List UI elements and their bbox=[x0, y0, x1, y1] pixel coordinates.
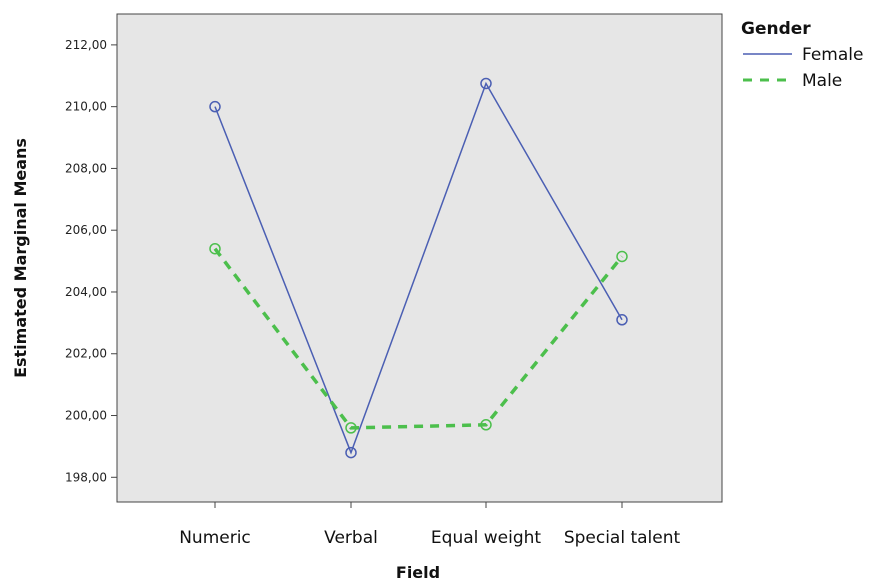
y-tick-label: 206,00 bbox=[65, 223, 107, 237]
y-tick-label: 208,00 bbox=[65, 161, 107, 175]
point-male bbox=[209, 242, 221, 255]
y-tick-label: 202,00 bbox=[65, 347, 107, 361]
x-tick-label: Numeric bbox=[179, 528, 251, 548]
series-line-female bbox=[214, 81, 623, 455]
series-line-male bbox=[213, 247, 624, 430]
y-tick-label: 204,00 bbox=[65, 285, 107, 299]
y-axis-title: Estimated Marginal Means bbox=[11, 138, 30, 378]
point-female bbox=[480, 77, 492, 90]
plot-area bbox=[116, 13, 723, 503]
point-male bbox=[480, 419, 492, 431]
x-tick-label: Special talent bbox=[564, 528, 681, 548]
legend-label-female: Female bbox=[802, 45, 863, 65]
point-male bbox=[345, 422, 357, 434]
y-tick-label: 200,00 bbox=[65, 409, 107, 423]
series-layer bbox=[209, 77, 628, 459]
x-axis-title: Field bbox=[396, 563, 440, 582]
y-tick-label: 210,00 bbox=[65, 100, 107, 114]
legend-title: Gender bbox=[741, 19, 811, 39]
legend-label-male: Male bbox=[802, 71, 842, 91]
point-female bbox=[209, 100, 221, 113]
y-axis: 198,00 200,00 202,00 204,00 206,00 208,00 210,… bbox=[65, 38, 117, 484]
y-tick-label: 212,00 bbox=[65, 38, 107, 52]
point-female bbox=[616, 314, 628, 326]
legend: Gender Female Male bbox=[741, 19, 863, 91]
x-axis: Numeric Verbal Equal weight Special talent bbox=[179, 502, 681, 548]
y-tick-label: 198,00 bbox=[65, 470, 107, 484]
x-tick-label: Verbal bbox=[324, 528, 378, 548]
point-female bbox=[345, 446, 357, 459]
x-tick-label: Equal weight bbox=[431, 528, 542, 548]
point-male bbox=[616, 250, 628, 263]
